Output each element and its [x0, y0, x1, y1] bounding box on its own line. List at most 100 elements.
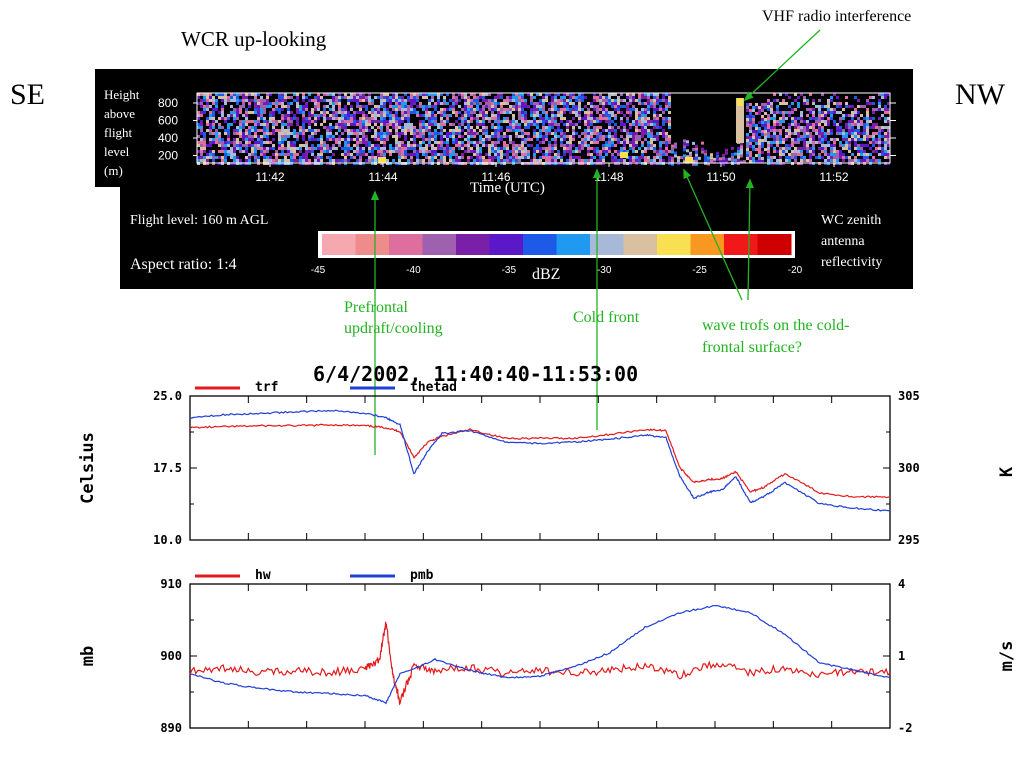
- radar-pixel: [887, 120, 890, 123]
- radar-pixel: [623, 147, 626, 150]
- radar-pixel: [857, 126, 860, 129]
- radar-pixel: [437, 126, 440, 129]
- radar-pixel: [644, 111, 647, 114]
- radar-pixel: [500, 105, 503, 108]
- radar-pixel: [482, 129, 485, 132]
- radar-pixel: [425, 105, 428, 108]
- radar-pixel: [269, 111, 272, 114]
- radar-pixel: [635, 126, 638, 129]
- radar-pixel: [560, 159, 563, 162]
- radar-pixel: [323, 93, 326, 96]
- radar-pixel: [632, 96, 635, 99]
- radar-pixel: [542, 129, 545, 132]
- radar-pixel: [419, 141, 422, 144]
- radar-pixel: [263, 111, 266, 114]
- radar-pixel: [383, 153, 386, 156]
- radar-pixel: [560, 129, 563, 132]
- radar-pixel: [242, 123, 245, 126]
- radar-pixel: [206, 156, 209, 159]
- radar-pixel: [368, 99, 371, 102]
- radar-pixel: [833, 93, 836, 96]
- height-label-line: flight: [104, 125, 133, 140]
- radar-pixel: [866, 102, 869, 105]
- radar-pixel: [200, 126, 203, 129]
- radar-pixel: [611, 156, 614, 159]
- radar-pixel: [410, 123, 413, 126]
- radar-pixel: [848, 150, 851, 153]
- radar-pixel: [260, 96, 263, 99]
- radar-pixel: [839, 111, 842, 114]
- radar-pixel: [842, 144, 845, 147]
- radar-pixel: [542, 123, 545, 126]
- radar-pixel: [677, 159, 680, 163]
- radar-pixel: [218, 150, 221, 153]
- radar-pixel: [839, 102, 842, 105]
- radar-pixel: [542, 102, 545, 105]
- radar-pixel: [272, 117, 275, 120]
- radar-pixel: [626, 135, 629, 138]
- radar-pixel: [644, 117, 647, 120]
- radar-pixel: [404, 114, 407, 117]
- radar-pixel: [629, 96, 632, 99]
- radar-pixel: [740, 145, 743, 149]
- radar-pixel: [599, 117, 602, 120]
- radar-pixel: [236, 126, 239, 129]
- radar-pixel: [371, 108, 374, 111]
- radar-pixel: [647, 105, 650, 108]
- radar-pixel: [710, 159, 713, 163]
- radar-pixel: [752, 148, 755, 151]
- radar-pixel: [206, 99, 209, 102]
- radar-pixel: [410, 108, 413, 111]
- radar-pixel: [614, 156, 617, 159]
- radar-pixel: [536, 105, 539, 108]
- radar-pixel: [572, 159, 575, 162]
- radar-pixel: [863, 135, 866, 138]
- radar-pixel: [302, 129, 305, 132]
- radar-pixel: [401, 105, 404, 108]
- radar-pixel: [362, 123, 365, 126]
- radar-pixel: [326, 117, 329, 120]
- radar-pixel: [467, 150, 470, 153]
- radar-pixel: [458, 111, 461, 114]
- radar-pixel: [407, 123, 410, 126]
- radar-pixel: [539, 108, 542, 111]
- radar-pixel: [464, 105, 467, 108]
- radar-pixel: [785, 132, 788, 135]
- radar-pixel: [848, 138, 851, 141]
- radar-pixel: [410, 93, 413, 96]
- radar-pixel: [251, 147, 254, 150]
- radar-pixel: [257, 159, 260, 162]
- radar-pixel: [344, 126, 347, 129]
- radar-pixel: [263, 147, 266, 150]
- radar-pixel: [452, 138, 455, 141]
- radar-pixel: [860, 114, 863, 117]
- radar-pixel: [884, 150, 887, 153]
- radar-pixel: [767, 105, 770, 108]
- radar-pixel: [662, 99, 665, 102]
- radar-pixel: [323, 141, 326, 144]
- radar-pixel: [260, 102, 263, 105]
- radar-pixel: [872, 123, 875, 126]
- radar-pixel: [422, 96, 425, 99]
- radar-pixel: [428, 141, 431, 144]
- radar-pixel: [557, 93, 560, 96]
- radar-pixel: [572, 132, 575, 135]
- radar-pixel: [845, 144, 848, 147]
- radar-pixel: [374, 117, 377, 120]
- radar-pixel: [404, 153, 407, 156]
- radar-pixel: [257, 105, 260, 108]
- radar-pixel: [770, 102, 773, 105]
- radar-pixel: [812, 99, 815, 102]
- radar-pixel: [812, 117, 815, 120]
- radar-pixel: [473, 135, 476, 138]
- radar-pixel: [647, 120, 650, 123]
- radar-pixel: [302, 159, 305, 162]
- radar-pixel: [638, 159, 641, 162]
- radar-pixel: [824, 138, 827, 141]
- radar-pixel: [425, 123, 428, 126]
- radar-pixel: [500, 96, 503, 99]
- radar-pixel: [215, 138, 218, 141]
- radar-pixel: [308, 159, 311, 162]
- radar-pixel: [551, 138, 554, 141]
- radar-pixel: [467, 96, 470, 99]
